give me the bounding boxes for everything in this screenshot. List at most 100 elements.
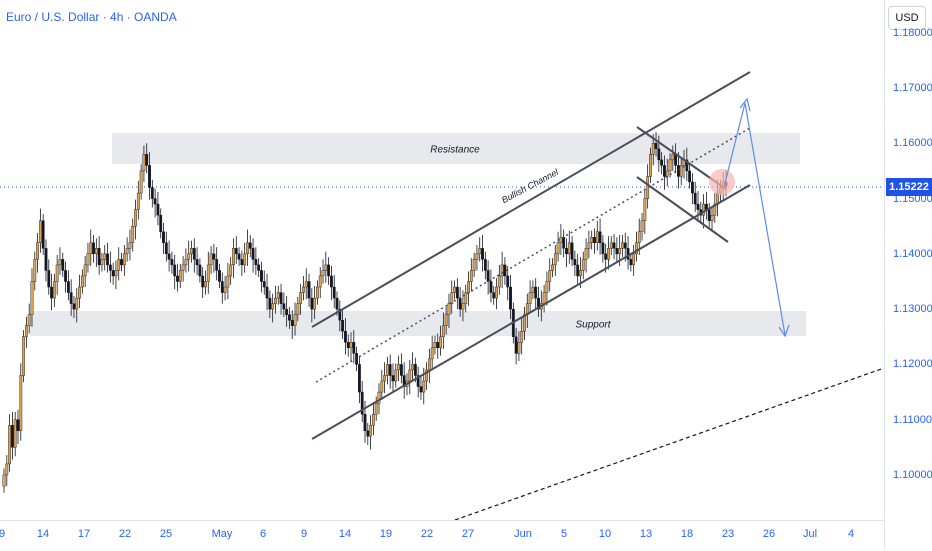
time-tick: 14	[338, 528, 352, 540]
candle-body	[240, 259, 244, 266]
candle-body	[545, 281, 549, 293]
candle-body	[520, 331, 524, 343]
candle-body	[598, 231, 602, 244]
candle-body	[22, 336, 25, 376]
candle-body	[176, 275, 179, 282]
candle-body	[542, 292, 546, 304]
entry-highlight	[709, 169, 735, 195]
candle-body	[33, 259, 37, 282]
candle-body	[665, 170, 669, 177]
candle-body	[352, 342, 356, 354]
candle-body	[492, 292, 496, 299]
candle-body	[341, 320, 345, 332]
time-tick: 10	[598, 528, 612, 540]
candle-body	[615, 248, 619, 255]
candle-body	[416, 375, 420, 387]
candle-body	[450, 292, 454, 304]
candle-body	[111, 270, 115, 277]
candle-body	[47, 270, 51, 288]
candle-body	[125, 248, 129, 255]
candle-body	[178, 270, 182, 282]
candle-body	[184, 259, 188, 266]
candlestick-series	[2, 132, 728, 493]
candle-body	[167, 253, 171, 260]
candle-body	[489, 281, 493, 293]
resistance-zone[interactable]	[112, 133, 800, 164]
candle-body	[330, 275, 333, 288]
candle-body	[346, 342, 350, 349]
time-tick: 14	[36, 528, 50, 540]
candle-body	[663, 165, 666, 177]
candle-body	[570, 242, 574, 260]
candle-body	[16, 419, 20, 431]
candle-body	[623, 242, 627, 249]
candle-body	[629, 259, 633, 266]
time-tick: 9	[0, 528, 6, 540]
candle-body	[276, 292, 280, 299]
candle-body	[145, 154, 149, 166]
candle-body	[159, 214, 163, 232]
candle-body	[114, 270, 118, 277]
candle-body	[335, 297, 339, 310]
candle-body	[500, 264, 504, 277]
chart-title: Euro / U.S. Dollar · 4h · OANDA	[6, 10, 177, 24]
candle-body	[377, 391, 381, 404]
candle-body	[609, 242, 613, 249]
candle-body	[576, 264, 580, 277]
time-axis[interactable]	[0, 520, 884, 551]
support-label: Support	[575, 319, 611, 331]
candle-body	[162, 231, 165, 244]
candle-body	[117, 259, 121, 271]
candle-body	[61, 259, 65, 271]
candle-body	[383, 375, 386, 382]
candle-body	[621, 242, 624, 249]
channel-midline	[315, 127, 751, 383]
price-tick: 1.14000	[893, 247, 932, 260]
support-zone[interactable]	[30, 311, 806, 336]
chart-canvas[interactable]: Euro / U.S. Dollar · 4h · OANDA Resistan…	[0, 0, 884, 520]
candle-body	[212, 253, 216, 260]
candle-body	[481, 248, 484, 260]
candle-body	[688, 170, 692, 183]
price-tick: 1.11000	[893, 413, 932, 426]
currency-button[interactable]: USD	[888, 6, 926, 30]
candle-body	[262, 281, 266, 288]
candle-body	[567, 242, 571, 255]
candle-body	[394, 369, 398, 382]
chart-svg	[0, 71, 884, 520]
candle-body	[288, 314, 291, 321]
candle-body	[285, 308, 289, 315]
candle-body	[517, 342, 521, 354]
channel-upper-line[interactable]	[311, 71, 751, 328]
candle-body	[486, 270, 490, 282]
channel-lower-line[interactable]	[311, 184, 751, 440]
candle-body	[441, 325, 445, 337]
candle-body	[92, 242, 95, 255]
candle-body	[612, 242, 616, 249]
candle-body	[156, 203, 160, 216]
candle-body	[80, 275, 84, 288]
long-trendline[interactable]	[454, 367, 884, 520]
candle-body	[537, 297, 540, 310]
candle-body	[232, 248, 235, 266]
flag-lower-line[interactable]	[636, 176, 729, 243]
candle-body	[495, 286, 498, 299]
candle-body	[10, 425, 14, 448]
candle-body	[248, 242, 252, 249]
price-tick: 1.17000	[893, 82, 932, 94]
candle-body	[433, 342, 437, 349]
time-tick: 13	[639, 528, 653, 540]
candle-body	[679, 165, 683, 177]
candle-body	[707, 209, 711, 221]
candle-body	[187, 253, 191, 260]
candle-body	[391, 375, 395, 382]
candle-body	[668, 159, 672, 172]
candle-body	[201, 275, 205, 288]
candle-body	[293, 314, 297, 326]
candle-body	[430, 347, 434, 360]
price-axis[interactable]	[884, 0, 932, 550]
price-tick: 1.13000	[893, 303, 932, 316]
time-tick: 23	[721, 528, 735, 540]
candle-body	[559, 237, 563, 243]
candle-body	[52, 281, 56, 299]
